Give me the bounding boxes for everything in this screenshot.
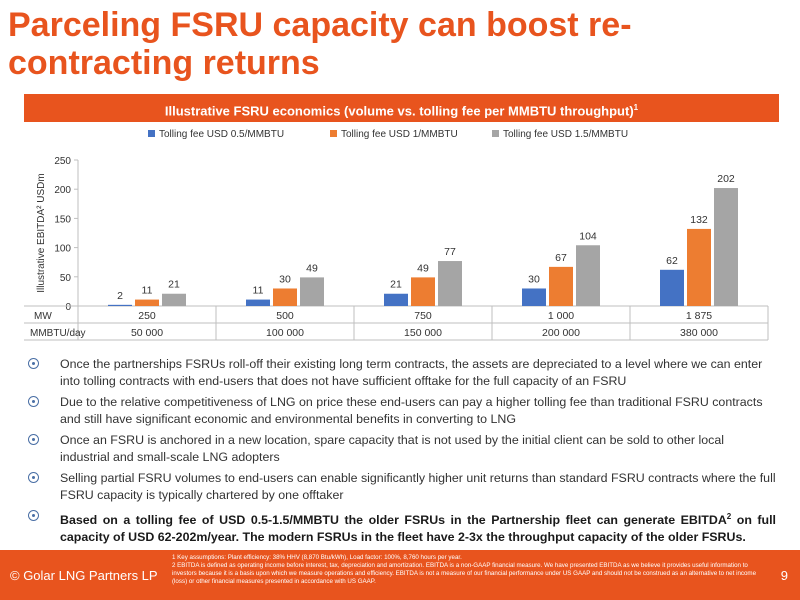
bar <box>549 266 573 306</box>
legend-label: Tolling fee USD 1/MMBTU <box>341 129 458 140</box>
bar-value-label: 49 <box>417 262 429 274</box>
bar-value-label: 67 <box>555 252 567 264</box>
bar-value-label: 11 <box>253 285 264 297</box>
mmbtu-value: 200 000 <box>542 327 580 339</box>
bar <box>300 277 324 306</box>
legend-label: Tolling fee USD 1.5/MMBTU <box>503 129 628 140</box>
bullet-item: Selling partial FSRU volumes to end-user… <box>24 470 776 504</box>
x-tick-label: 750 <box>414 310 432 322</box>
footer-brand: © Golar LNG Partners LP <box>10 568 158 583</box>
bar <box>273 288 297 306</box>
bar <box>522 288 546 306</box>
bar-value-label: 104 <box>579 230 597 242</box>
bar <box>135 299 159 306</box>
bar-value-label: 62 <box>666 255 678 267</box>
bar <box>438 261 462 306</box>
bar <box>687 228 711 306</box>
x-tick-label: 1 000 <box>548 310 574 322</box>
bar-value-label: 30 <box>279 273 291 285</box>
legend-swatch <box>148 130 155 137</box>
bullet-text: Once the partnerships FSRUs roll-off the… <box>60 357 763 388</box>
bar <box>576 245 600 306</box>
bullet-icon <box>28 434 39 445</box>
bar <box>384 293 408 306</box>
bar-value-label: 202 <box>717 173 735 185</box>
y-tick-label: 0 <box>65 302 71 313</box>
bullet-text-a: Based on a tolling fee of USD 0.5-1.5/MM… <box>60 513 727 528</box>
bar-value-label: 21 <box>390 279 402 291</box>
bullet-list: Once the partnerships FSRUs roll-off the… <box>24 356 776 546</box>
chart-header-footnote-ref: 1 <box>633 103 639 112</box>
x-tick-label: 1 875 <box>686 310 712 322</box>
bar-value-label: 2 <box>117 290 123 302</box>
y-tick-label: 100 <box>54 244 71 255</box>
page-number: 9 <box>780 568 788 583</box>
legend-label: Tolling fee USD 0.5/MMBTU <box>159 129 284 140</box>
footer-notes: 1 Key assumptions: Plant efficiency: 38%… <box>172 554 772 586</box>
ebitda-footnote-ref: 2 <box>726 512 732 521</box>
legend-swatch <box>330 130 337 137</box>
bar <box>108 304 132 306</box>
row-label-mw: MW <box>34 311 52 322</box>
chart-header: Illustrative FSRU economics (volume vs. … <box>24 94 779 122</box>
bullet-text: Due to the relative competitiveness of L… <box>60 395 763 426</box>
bullet-text-b: on full capacity of USD 62-202m/year. Th… <box>60 513 777 545</box>
bullet-text: Once an FSRU is anchored in a new locati… <box>60 433 724 464</box>
bullet-icon <box>28 396 39 407</box>
footnote-2: 2 EBITDA is defined as operating income … <box>172 562 757 585</box>
mmbtu-value: 150 000 <box>404 327 442 339</box>
y-tick-label: 250 <box>54 156 71 167</box>
y-axis-label: Illustrative EBITDA² USDm <box>36 173 47 292</box>
footnote-1: 1 Key assumptions: Plant efficiency: 38%… <box>172 554 462 561</box>
bullet-item: Once the partnerships FSRUs roll-off the… <box>24 356 776 390</box>
mmbtu-value: 50 000 <box>131 327 163 339</box>
bullet-item: Due to the relative competitiveness of L… <box>24 394 776 428</box>
footer-bar: © Golar LNG Partners LP 1 Key assumption… <box>0 550 800 600</box>
bar-value-label: 132 <box>690 214 708 226</box>
y-tick-label: 50 <box>60 273 72 284</box>
bar-chart: Tolling fee USD 0.5/MMBTU Tolling fee USD… <box>24 129 769 341</box>
bar-value-label: 11 <box>142 285 153 297</box>
bar <box>162 293 186 306</box>
bullet-icon <box>28 358 39 369</box>
x-tick-label: 250 <box>138 310 156 322</box>
y-tick-label: 150 <box>54 214 71 225</box>
bar-value-label: 21 <box>168 279 180 291</box>
bar <box>660 269 684 306</box>
bullet-icon <box>28 510 39 521</box>
bar-value-label: 49 <box>306 262 318 274</box>
bar-value-label: 30 <box>528 273 540 285</box>
bar <box>411 277 435 306</box>
mmbtu-value: 100 000 <box>266 327 304 339</box>
x-tick-label: 500 <box>276 310 294 322</box>
slide-title: Parceling FSRU capacity can boost re-con… <box>8 6 632 82</box>
y-tick-label: 200 <box>54 185 71 196</box>
mmbtu-value: 380 000 <box>680 327 718 339</box>
bullet-item: Once an FSRU is anchored in a new locati… <box>24 432 776 466</box>
bullet-icon <box>28 472 39 483</box>
bar-value-label: 77 <box>444 246 456 258</box>
chart-header-text: Illustrative FSRU economics (volume vs. … <box>164 103 634 119</box>
bullet-item-highlight: Based on a tolling fee of USD 0.5-1.5/MM… <box>24 508 776 546</box>
bar <box>714 188 738 306</box>
bullet-text: Selling partial FSRU volumes to end-user… <box>60 471 776 502</box>
row-label-mmbtu: MMBTU/day <box>30 328 86 339</box>
legend-swatch <box>492 130 499 137</box>
bar <box>246 299 270 306</box>
